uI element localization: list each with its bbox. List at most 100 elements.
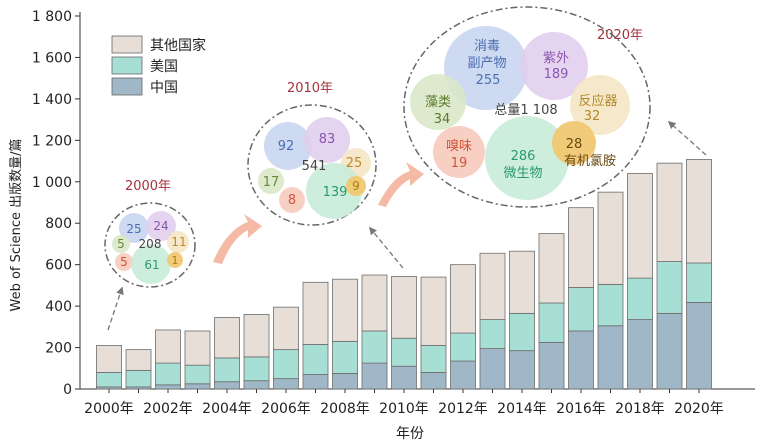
x-tick-label: 2000年 bbox=[84, 401, 134, 417]
legend-label-others: 其他国家 bbox=[150, 37, 206, 54]
bar-segment-2003 bbox=[184, 383, 211, 390]
bar-segment-2006 bbox=[273, 349, 299, 380]
bar-segment-2008 bbox=[332, 278, 358, 342]
bar-segment-2012 bbox=[450, 264, 476, 334]
bubble-label: 消毒 bbox=[474, 39, 500, 54]
bar-segment-2007 bbox=[302, 374, 329, 390]
bar-segment-2001 bbox=[125, 369, 152, 388]
bubble-label: 286 bbox=[511, 149, 536, 164]
bar-segment-2002 bbox=[155, 329, 181, 364]
bar-segment-2010 bbox=[391, 365, 417, 390]
x-tick-label: 2010年 bbox=[379, 401, 429, 417]
bar-segment-2000 bbox=[96, 372, 122, 388]
curved-arrow-2000-to-2010 bbox=[213, 214, 262, 264]
y-tick-label: 600 bbox=[45, 258, 72, 274]
bubble bbox=[131, 244, 171, 284]
bar-segment-2017 bbox=[597, 325, 624, 390]
bar-segment-2020 bbox=[686, 262, 712, 303]
bar-segment-2005 bbox=[243, 313, 270, 358]
bubble-label: 5 bbox=[120, 255, 128, 269]
bar-segment-2013 bbox=[479, 348, 506, 390]
legend-label-china: 中国 bbox=[150, 80, 178, 96]
bubble bbox=[304, 117, 350, 163]
bar-segment-2007 bbox=[302, 281, 329, 345]
bubble bbox=[167, 252, 183, 268]
bubble-label: 25 bbox=[346, 156, 363, 171]
bubble-label: 嗅味 bbox=[446, 139, 472, 154]
bubble bbox=[570, 75, 630, 135]
y-tick-label: 1 400 bbox=[32, 92, 72, 108]
bar-segment-2008 bbox=[332, 340, 358, 374]
cluster-2010-outline bbox=[247, 104, 377, 226]
bar-segment-2016 bbox=[568, 287, 594, 332]
x-tick-label: 2016年 bbox=[556, 401, 606, 417]
bubble bbox=[264, 122, 312, 170]
bar-segment-2006 bbox=[273, 306, 299, 351]
bubble bbox=[112, 235, 130, 253]
bar-segment-2012 bbox=[450, 332, 476, 362]
bubble bbox=[410, 74, 466, 130]
bubble-cluster-2000: 2000年 25 24 5 208 11 5 61 1 bbox=[104, 179, 196, 288]
bars bbox=[96, 158, 712, 390]
arrow-2010 bbox=[369, 226, 404, 269]
bar-segment-2015 bbox=[538, 233, 565, 304]
bubble bbox=[146, 211, 176, 241]
bubble-label: 34 bbox=[434, 112, 451, 127]
bar-segment-2018 bbox=[627, 173, 653, 279]
y-tick-label: 1 800 bbox=[32, 9, 72, 25]
bubble bbox=[433, 126, 485, 178]
y-tick-label: 0 bbox=[63, 382, 72, 398]
x-tick-label: 2012年 bbox=[438, 401, 488, 417]
bubble bbox=[115, 253, 133, 271]
bubble-label: 反应器 bbox=[578, 93, 617, 109]
bar-segment-2004 bbox=[214, 381, 240, 390]
bar-segment-2007 bbox=[302, 344, 329, 375]
bubble-label: 28 bbox=[566, 137, 583, 152]
bubble bbox=[485, 116, 569, 200]
x-ticks: 2000年 2002年 2004年 2006年 2008年 2010年 2012年 2014年… bbox=[84, 389, 724, 417]
bar-segment-2014 bbox=[509, 250, 535, 314]
bar-segment-2008 bbox=[332, 373, 358, 390]
y-tick-label: 400 bbox=[45, 299, 72, 315]
cluster-2000-total: 208 bbox=[139, 237, 162, 251]
bubble-label: 17 bbox=[263, 175, 280, 190]
bubble-label: 有机氯胺 bbox=[564, 154, 616, 169]
legend-swatch-others bbox=[111, 35, 143, 54]
bubble bbox=[167, 231, 189, 253]
bubble-label: 61 bbox=[144, 258, 159, 272]
bar-segment-2011 bbox=[420, 372, 447, 390]
bubble-label: 副产物 bbox=[467, 56, 506, 71]
bar-segment-2016 bbox=[568, 207, 594, 288]
bar-segment-2010 bbox=[391, 276, 417, 339]
arrow-2000 bbox=[107, 286, 124, 331]
bar-segment-2017 bbox=[597, 191, 624, 285]
bar-segment-2005 bbox=[243, 380, 270, 390]
cluster-2020-outline bbox=[403, 6, 651, 208]
bar-segment-2005 bbox=[243, 356, 270, 382]
bubble bbox=[258, 168, 284, 194]
bubble-label: 5 bbox=[117, 237, 125, 251]
bar-segment-2003 bbox=[184, 364, 211, 385]
bar-segment-2015 bbox=[538, 341, 565, 390]
bar-segment-2006 bbox=[273, 378, 299, 390]
bubble-label: 藻类 bbox=[425, 95, 451, 110]
bubble-label: 32 bbox=[584, 109, 601, 124]
bubble-label: 11 bbox=[171, 235, 186, 249]
cluster-2020-year: 2020年 bbox=[597, 28, 643, 43]
cluster-2000-year: 2000年 bbox=[125, 179, 171, 194]
arrow-2020 bbox=[667, 120, 707, 156]
curved-arrow-2010-to-2020 bbox=[378, 162, 424, 207]
y-tick-label: 1 600 bbox=[32, 50, 72, 66]
bar-segment-2009 bbox=[361, 274, 388, 332]
bubble bbox=[279, 187, 305, 213]
legend-swatch-usa bbox=[111, 56, 143, 75]
y-tick-label: 800 bbox=[45, 216, 72, 232]
legend-swatch-china bbox=[111, 77, 143, 96]
bar-segment-2017 bbox=[597, 283, 624, 327]
bar-segment-2019 bbox=[656, 162, 683, 262]
bar-segment-2014 bbox=[509, 350, 535, 390]
x-tick-label: 2020年 bbox=[674, 401, 724, 417]
y-ticks: 0 200 400 600 800 1 000 1 200 1 400 1 600 1 800 bbox=[32, 9, 80, 398]
bubble-label: 微生物 bbox=[503, 166, 542, 181]
bubble bbox=[444, 26, 528, 110]
